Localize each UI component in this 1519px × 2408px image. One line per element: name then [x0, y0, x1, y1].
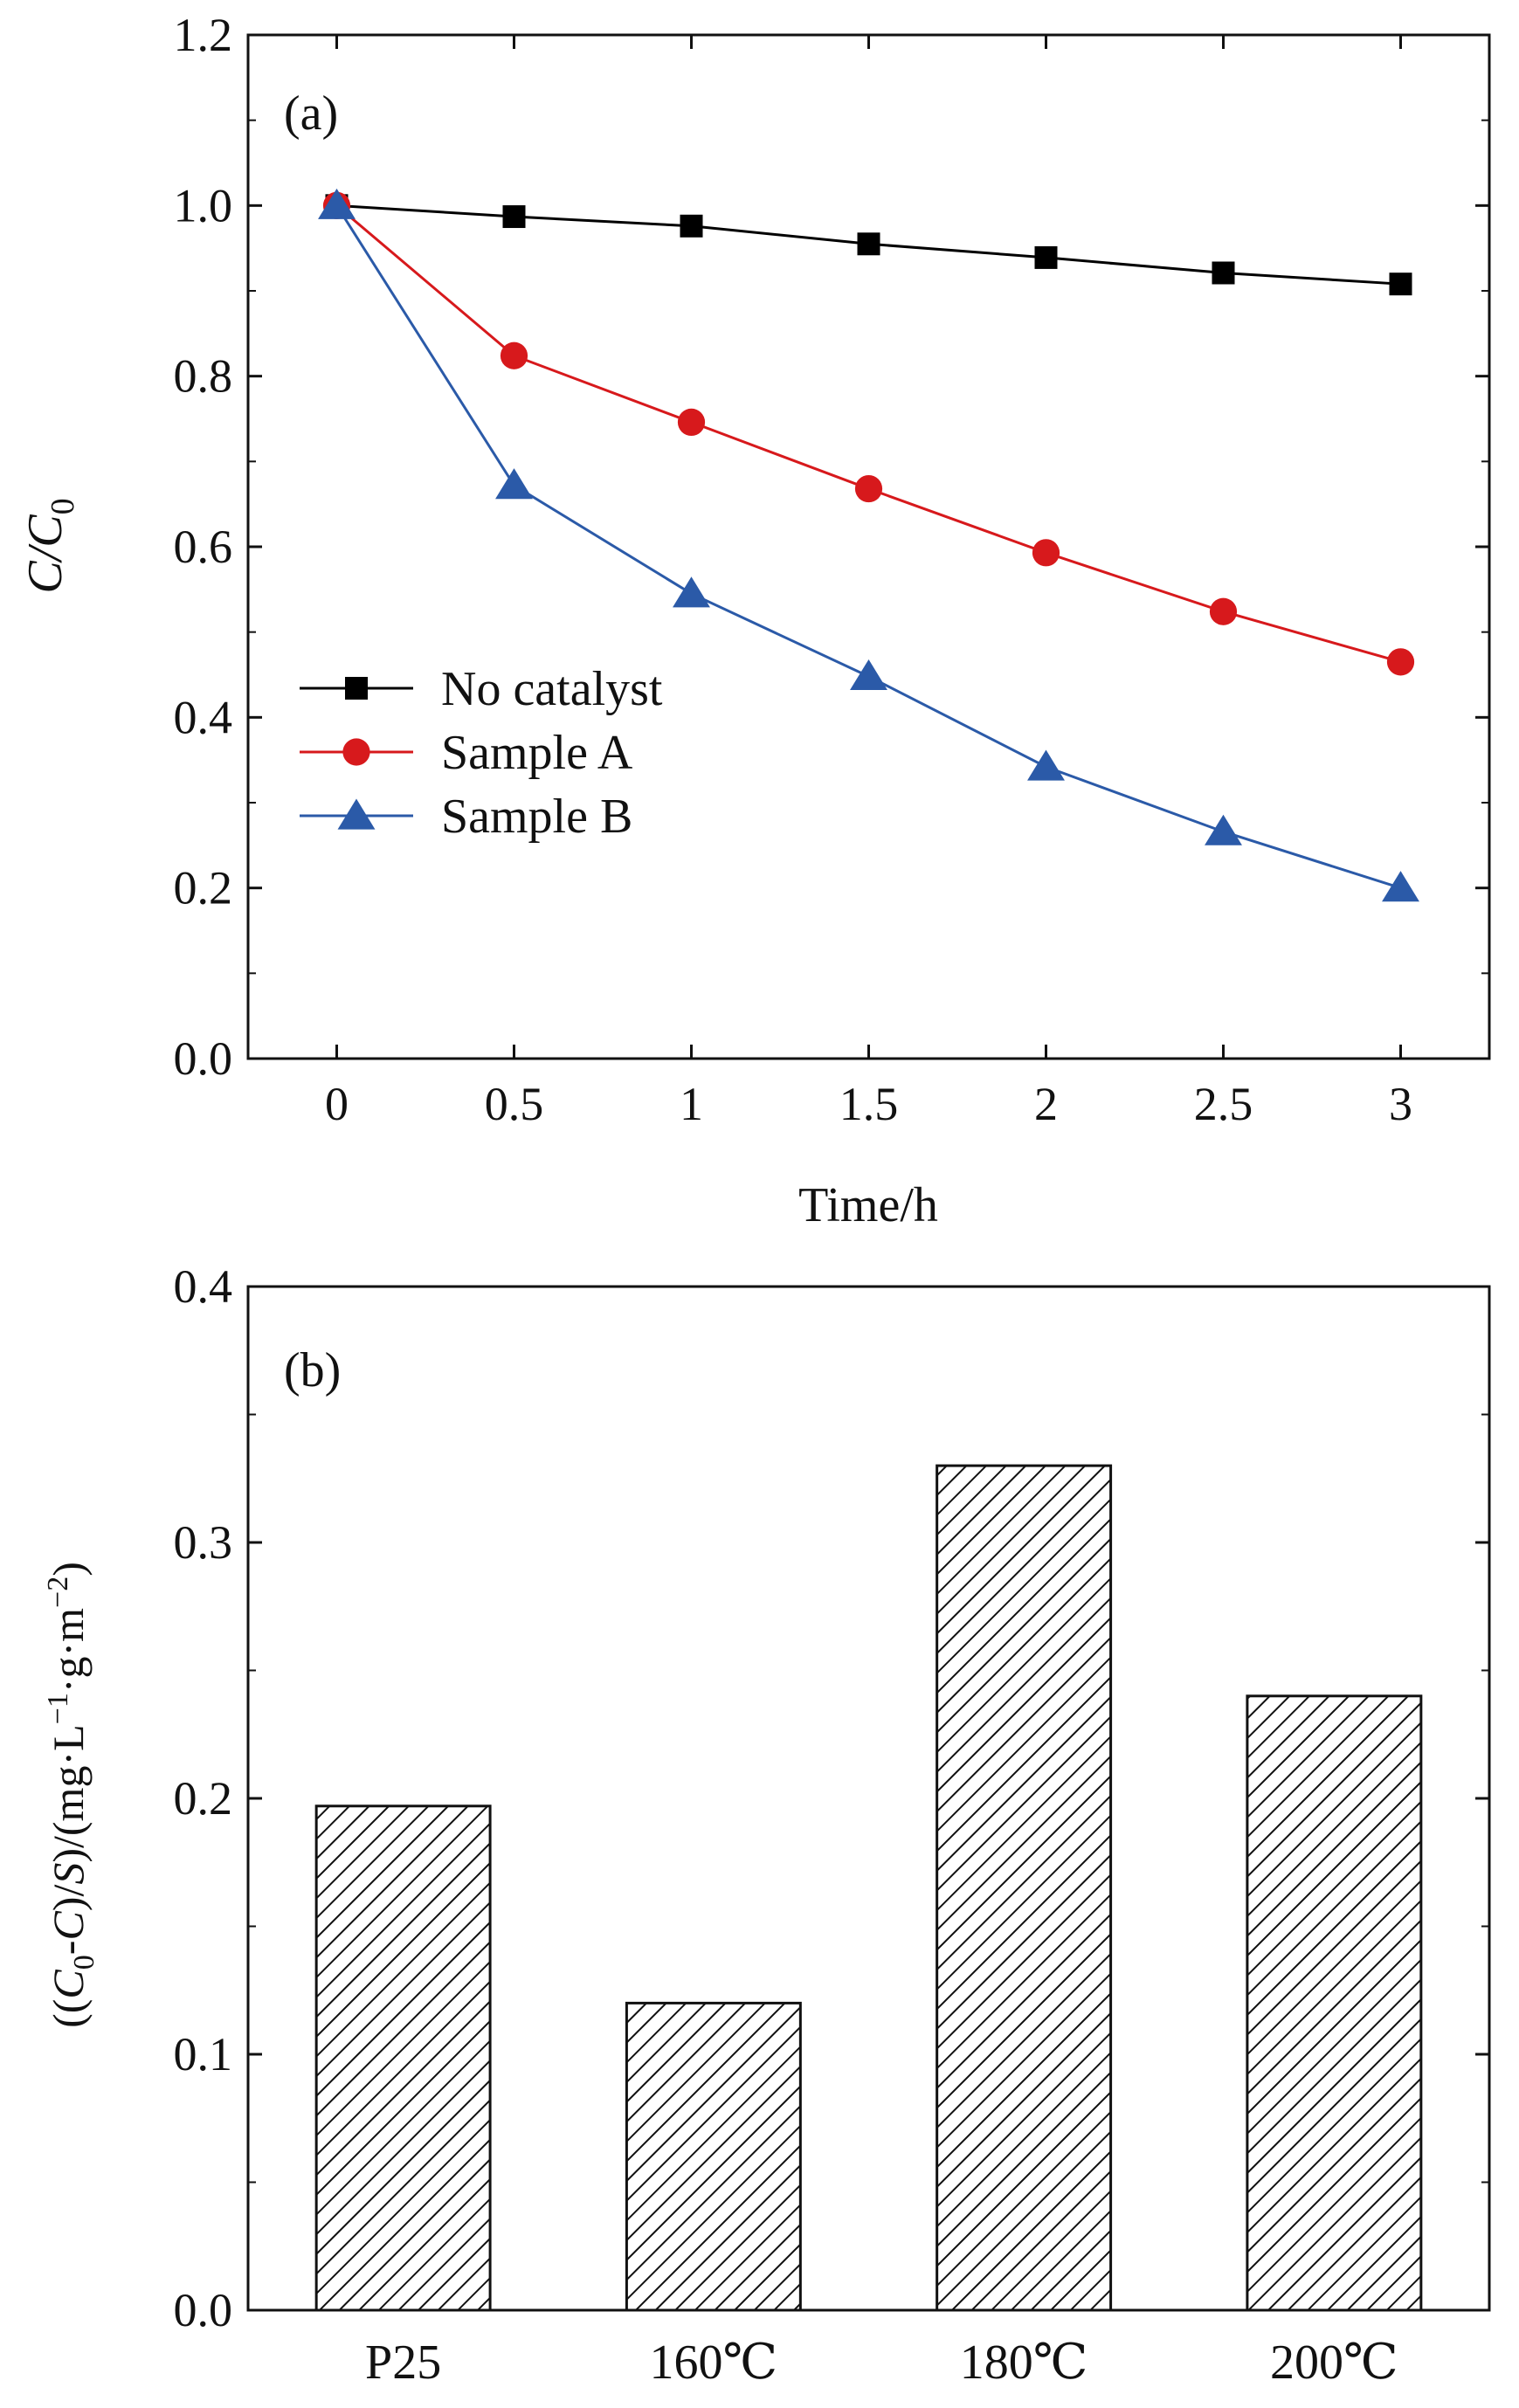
data-point-circle	[1209, 597, 1238, 625]
x-tick-label-a: 3	[1389, 1078, 1412, 1130]
panel-label-b: (b)	[284, 1343, 341, 1397]
data-point-square	[1389, 273, 1412, 296]
line-chart-panel-a: (a) 0.00.20.40.60.81.01.2 0 0.5 1 1.5 2 2.5 3 …	[18, 9, 1491, 1232]
data-point-square	[680, 214, 703, 238]
x-tick-label-b: 160℃	[650, 2336, 778, 2390]
data-point-triangle	[673, 576, 710, 608]
plot-frame-a	[246, 33, 1491, 1060]
series-no-catalyst	[325, 194, 1412, 296]
bar-chart-panel-b: (b) 0.0 0.1 0.2 0.3 0.4 P25 160℃ 180℃ 200℃ ((C0…	[42, 1260, 1491, 2390]
data-point-circle	[677, 408, 706, 437]
y-tick-label-b: 0.3	[174, 1516, 233, 1569]
panel-label-a: (a)	[284, 86, 338, 141]
data-point-circle	[854, 474, 883, 503]
bar	[1246, 1694, 1423, 2312]
series-sample-a	[322, 191, 1415, 676]
legend-label: Sample A	[441, 726, 633, 780]
x-tick-label-b: 180℃	[960, 2336, 1088, 2390]
bars-group-b	[314, 1464, 1423, 2312]
x-tick-label-b: 200℃	[1270, 2336, 1398, 2390]
data-point-square	[857, 232, 880, 256]
data-point-square	[1212, 261, 1235, 285]
y-axis-label-a-sub: 0	[45, 498, 81, 514]
x-tick-label-a: 2	[1034, 1078, 1058, 1130]
legend-a: No catalyst Sample A Sample B	[300, 662, 663, 844]
x-tick-label-a: 0	[325, 1078, 349, 1130]
y-tick-label-a: 0.8	[174, 350, 233, 403]
y-axis-a: 0.0 0.2 0.4 0.6 0.8 1.0 1.2	[174, 9, 1489, 1085]
data-point-circle	[1386, 648, 1415, 676]
x-tick-label-a: 1.5	[839, 1078, 899, 1130]
data-point-square	[1034, 245, 1058, 269]
data-point-circle	[1032, 539, 1060, 567]
data-point-triangle	[318, 188, 356, 219]
y-tick-label-a: 0.0	[174, 1032, 233, 1085]
y-tick-label-a: 0.2	[174, 862, 233, 914]
y-axis-label-a-main: C/C	[18, 514, 72, 594]
y-tick-label-b: 0.0	[174, 2284, 233, 2336]
bar	[936, 1464, 1113, 2312]
legend-item: Sample B	[300, 790, 632, 844]
y-tick-label-b: 0.4	[174, 1260, 233, 1313]
y-tick-label-a: 0.4	[174, 691, 233, 743]
legend-item: No catalyst	[300, 662, 663, 716]
data-point-square	[345, 677, 368, 700]
y-axis-b: 0.0 0.1 0.2 0.3 0.4	[174, 1260, 1489, 2336]
legend-label: No catalyst	[441, 662, 663, 716]
data-point-triangle	[1205, 814, 1242, 845]
x-axis-a: 0 0.5 1 1.5 2 2.5 3	[325, 35, 1412, 1130]
y-tick-label-b: 0.2	[174, 1772, 233, 1825]
x-tick-label-a: 2.5	[1194, 1078, 1253, 1130]
series-line	[335, 204, 1401, 890]
y-tick-label-a: 0.6	[174, 521, 233, 573]
legend-item: Sample A	[300, 726, 633, 780]
data-point-triangle	[337, 798, 376, 830]
x-tick-label-b: P25	[365, 2336, 441, 2390]
bar	[625, 2001, 802, 2312]
y-axis-label-a: C/C0	[18, 498, 81, 593]
data-point-triangle	[495, 468, 533, 500]
data-point-triangle	[1027, 749, 1065, 781]
series-sample-b	[318, 188, 1419, 902]
y-tick-label-b: 0.1	[174, 2028, 233, 2080]
bar	[314, 1804, 492, 2312]
y-axis-label-b: ((C0-C)/S)/(mg·L−1·g·m−2)	[42, 1562, 100, 2028]
x-tick-label-a: 1	[680, 1078, 703, 1130]
data-point-square	[502, 205, 526, 229]
x-axis-b: P25 160℃ 180℃ 200℃	[365, 2336, 1398, 2390]
data-point-triangle	[1382, 871, 1419, 902]
data-point-circle	[500, 342, 528, 369]
series-group-a	[318, 188, 1419, 902]
legend-label: Sample B	[441, 790, 632, 844]
data-point-triangle	[850, 659, 887, 691]
data-point-circle	[342, 738, 370, 766]
y-tick-label-a: 1.0	[174, 179, 233, 231]
x-axis-label-a: Time/h	[798, 1178, 938, 1232]
y-tick-label-a: 1.2	[174, 9, 233, 61]
x-tick-label-a: 0.5	[485, 1078, 544, 1130]
